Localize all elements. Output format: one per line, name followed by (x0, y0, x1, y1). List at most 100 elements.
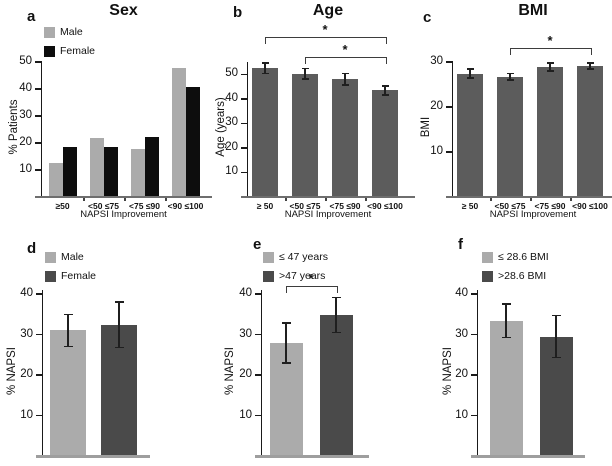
sig-star: * (342, 42, 348, 57)
error-cap (466, 77, 474, 79)
legend-item: Male (44, 26, 95, 38)
y-tick-label: 10 (455, 408, 468, 421)
legend-label: >28.6 BMI (498, 270, 547, 282)
plot-area: 10 20 30 40 * (239, 271, 369, 458)
x-axis-line (241, 196, 415, 198)
y-tick (255, 374, 262, 376)
bar (130, 149, 145, 197)
error-cap (261, 72, 269, 75)
x-axis-title: NAPSI Improvement (284, 209, 372, 220)
x-cat-label: <50 ≤75 (88, 201, 119, 211)
y-tick (471, 374, 478, 376)
plot-area: 10 20 30 40 50 ≥50 <50 ≤75 <75 ≤90 <90 ≤100 (19, 55, 212, 211)
y-tick (35, 142, 42, 144)
error-cap (331, 331, 341, 334)
legend-label: Female (60, 45, 96, 57)
y-tick-label: 20 (20, 368, 33, 381)
panel-title: Sex (109, 2, 138, 19)
y-tick (471, 414, 478, 417)
y-tick (471, 293, 478, 295)
legend-swatch-age-high (263, 270, 274, 282)
error-cap (546, 62, 554, 64)
y-tick-label: 10 (19, 163, 32, 175)
panel-label: c (423, 9, 432, 26)
x-cat-label: <90 ≤100 (167, 201, 204, 211)
legend-swatch-male (44, 26, 55, 38)
x-axis-line (36, 455, 150, 458)
x-tick (124, 198, 126, 201)
panel-label: e (253, 236, 262, 253)
error-bar (589, 62, 591, 70)
bar (577, 66, 603, 197)
legend-item: ≤ 47 years (263, 251, 328, 263)
panel-label: d (27, 240, 37, 257)
legend: Male Female (45, 251, 96, 282)
error-cap (281, 322, 291, 324)
x-tick (490, 198, 492, 201)
y-axis-label: BMI (420, 116, 432, 138)
legend-item: >47 years (263, 270, 328, 282)
y-tick-label: 30 (225, 116, 238, 129)
error-cap (114, 346, 124, 349)
y-tick (36, 374, 43, 376)
error-cap (63, 313, 73, 316)
bar (62, 146, 77, 197)
sig-bracket (305, 57, 387, 64)
y-tick (446, 106, 453, 108)
error-cap (551, 314, 561, 317)
y-tick-label: 30 (239, 327, 252, 340)
plot-area: 10 20 30 40 50 ≥ 50 <50 ≤75 <75 ≤90 <90 ≤100 * * (225, 22, 415, 211)
y-axis-line (260, 290, 262, 456)
error-bar (264, 62, 266, 74)
x-axis-line (471, 455, 585, 458)
error-cap (506, 72, 514, 75)
bar (103, 146, 118, 197)
y-tick-label: 20 (430, 100, 443, 112)
y-tick-label: 40 (19, 82, 32, 94)
y-tick (35, 88, 42, 90)
panel-napsi-by-age: e ≤ 47 years >47 years % NAPSI 10 20 30 40 * (204, 232, 408, 466)
error-cap (501, 336, 511, 339)
legend-item: Male (45, 251, 96, 263)
y-tick-label: 20 (19, 136, 32, 148)
y-axis-line (451, 62, 453, 197)
y-tick (471, 333, 478, 336)
error-cap (586, 62, 594, 64)
panel-label: a (27, 8, 36, 25)
error-cap (281, 362, 291, 364)
y-tick (36, 293, 43, 295)
bar (489, 320, 523, 456)
panel-age: b Age Age (years) 10 20 30 40 50 ≥ 50 <50 ≤75 <… (205, 0, 415, 232)
y-tick (446, 151, 453, 153)
y-tick-label: 10 (239, 408, 252, 421)
bar (89, 138, 104, 197)
legend-label: Female (61, 270, 97, 282)
y-tick (241, 122, 248, 125)
y-tick-label: 50 (19, 55, 32, 67)
bar (319, 315, 353, 456)
bar (537, 66, 563, 197)
panel-bmi: c BMI BMI 10 20 30 ≥ 50 <50 ≤75 <75 ≤90 <90 ≤1… (410, 0, 612, 232)
y-tick-label: 40 (225, 91, 238, 104)
bar (171, 68, 186, 197)
error-bar (344, 73, 346, 86)
legend-label: >47 years (279, 270, 326, 282)
y-tick (36, 333, 43, 336)
x-cat-label: <75 ≤90 (534, 201, 566, 211)
x-cat-label: <90 ≤100 (572, 201, 608, 211)
y-axis-line (476, 290, 478, 456)
bar (48, 163, 63, 197)
y-tick-label: 30 (430, 55, 443, 67)
legend-swatch-bmi-low (482, 251, 493, 263)
y-tick (255, 414, 262, 417)
y-tick-label: 20 (455, 368, 468, 381)
plot-area: 10 20 30 ≥ 50 <50 ≤75 <75 ≤90 <90 ≤100 * (430, 33, 612, 211)
legend-swatch-female (44, 45, 55, 57)
x-axis-line (446, 196, 612, 198)
y-tick-label: 20 (225, 140, 238, 153)
error-bar (118, 302, 120, 348)
panel-sex: a Sex Male Female % Patients 10 20 30 40 50 ≥… (0, 0, 212, 232)
y-tick (241, 98, 248, 100)
x-tick (365, 198, 367, 201)
legend-label: Male (60, 26, 83, 38)
